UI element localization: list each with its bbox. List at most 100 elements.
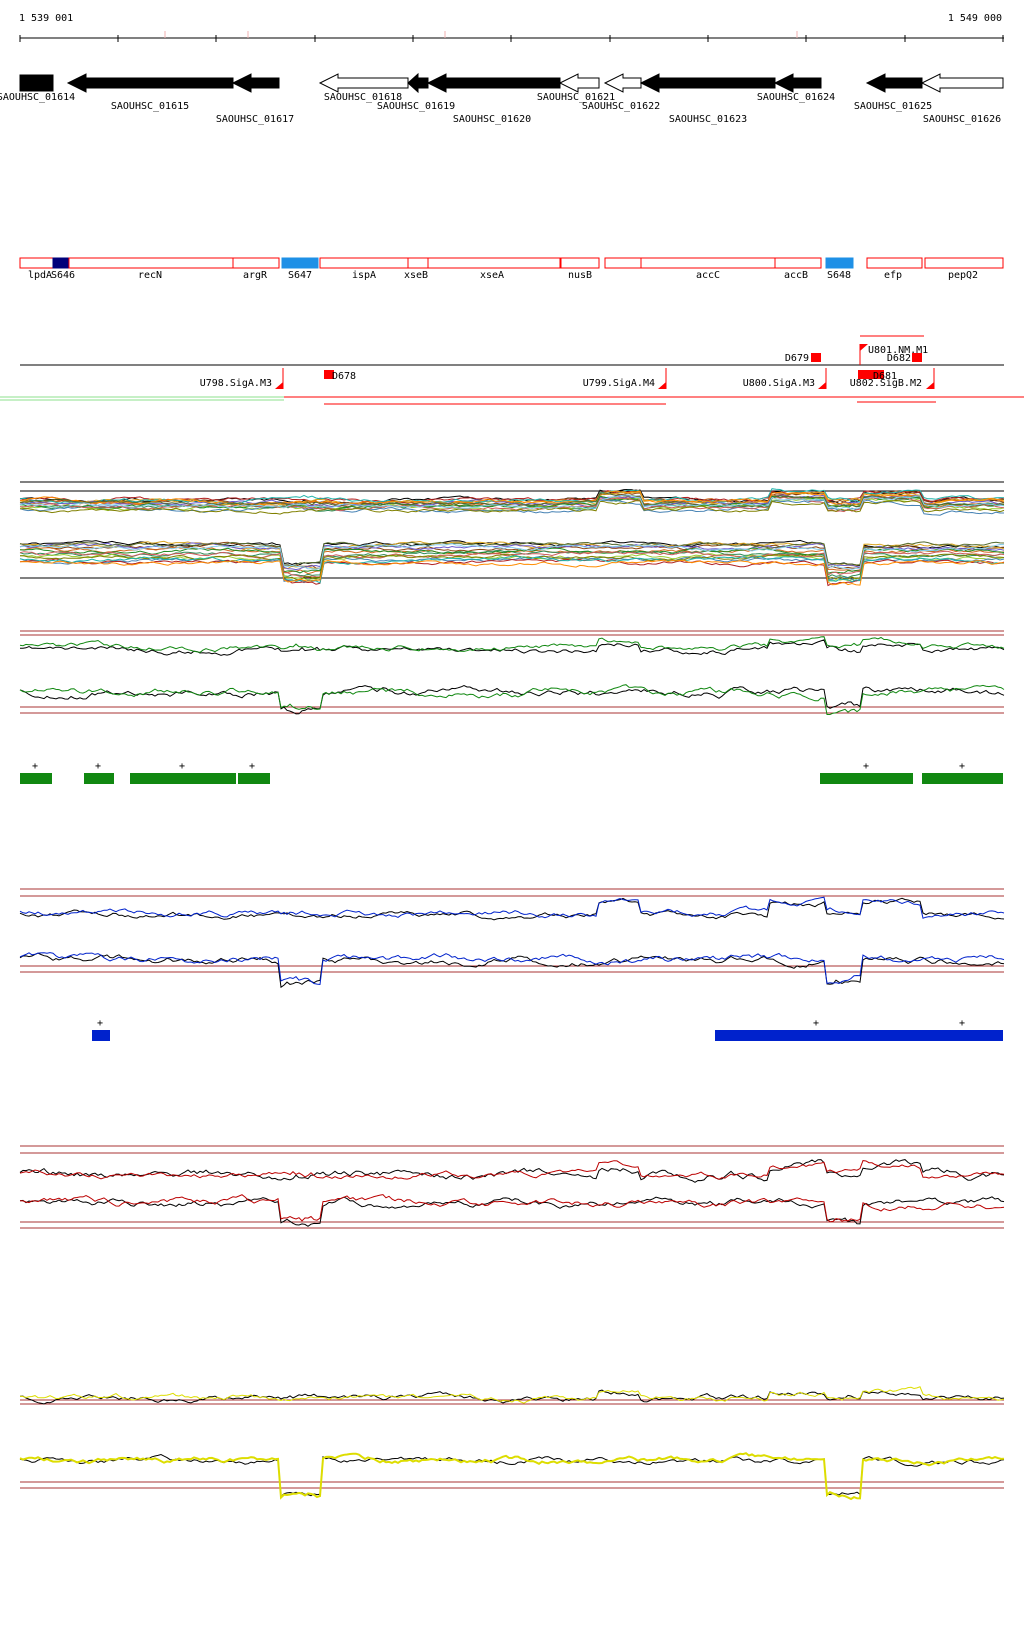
operon-recN[interactable]: recN bbox=[68, 257, 234, 281]
gene-arrow[interactable] bbox=[318, 73, 409, 93]
marker-box[interactable] bbox=[868, 370, 884, 379]
promoter-U802.SigB.M2[interactable]: U802.SigB.M2 bbox=[850, 368, 935, 389]
operon-S648[interactable]: S648 bbox=[825, 257, 854, 281]
segment-bar[interactable] bbox=[715, 1030, 930, 1041]
operon-box[interactable] bbox=[604, 257, 642, 269]
gene-g01617[interactable]: SAOUHSC_01617 bbox=[216, 73, 294, 125]
operon-xseB[interactable]: xseB bbox=[404, 257, 429, 281]
gene-arrow[interactable] bbox=[231, 73, 280, 93]
gene-g01615[interactable]: SAOUHSC_01615 bbox=[66, 73, 234, 112]
operon-box[interactable] bbox=[319, 257, 409, 269]
gene-g01621[interactable]: SAOUHSC_01621 bbox=[537, 73, 615, 103]
operon-accC[interactable]: accC bbox=[640, 257, 776, 281]
expression-trace bbox=[19, 550, 1005, 578]
gene-arrow[interactable] bbox=[66, 73, 234, 93]
operon-label: nusB bbox=[568, 270, 592, 281]
operon-lpdA[interactable]: lpdA bbox=[19, 257, 54, 281]
expression-trace bbox=[19, 541, 1005, 567]
operon-unnamed[interactable] bbox=[604, 257, 642, 269]
gene-g01625[interactable]: SAOUHSC_01625 bbox=[854, 73, 932, 112]
segment[interactable]: + bbox=[130, 761, 236, 784]
operon-box[interactable] bbox=[407, 257, 429, 269]
promoter-flag[interactable] bbox=[275, 382, 283, 389]
operon-box[interactable] bbox=[68, 257, 234, 269]
operon-box[interactable] bbox=[281, 257, 319, 269]
operon-accB[interactable]: accB bbox=[774, 257, 822, 281]
segment-bar[interactable] bbox=[922, 773, 1003, 784]
gene-arrow[interactable] bbox=[639, 73, 776, 93]
segment[interactable]: + bbox=[84, 761, 114, 784]
operon-box[interactable] bbox=[232, 257, 280, 269]
promoter-U800.SigA.M3[interactable]: U800.SigA.M3 bbox=[743, 368, 827, 389]
marker-box[interactable] bbox=[912, 353, 922, 362]
gene-g01624[interactable]: SAOUHSC_01624 bbox=[757, 73, 835, 103]
marker-D681[interactable]: D681 bbox=[858, 370, 897, 382]
segment[interactable]: + bbox=[715, 1018, 930, 1041]
promoter-flag[interactable] bbox=[818, 382, 826, 389]
gene-arrow[interactable] bbox=[426, 73, 561, 93]
segment-mark: + bbox=[32, 761, 38, 772]
expression-trace bbox=[19, 1452, 1005, 1501]
gene-g01623[interactable]: SAOUHSC_01623 bbox=[639, 73, 776, 125]
segment[interactable]: + bbox=[92, 1018, 110, 1041]
operon-box[interactable] bbox=[825, 257, 854, 269]
operon-box[interactable] bbox=[640, 257, 776, 269]
ruler bbox=[19, 31, 1004, 42]
operon-box[interactable] bbox=[866, 257, 923, 269]
operon-efp[interactable]: efp bbox=[866, 257, 923, 281]
segment[interactable]: + bbox=[930, 1018, 1003, 1041]
gene-arrow[interactable] bbox=[19, 74, 54, 92]
segment[interactable]: + bbox=[20, 761, 52, 784]
promoter-U801.NM.M1[interactable]: U801.NM.M1 bbox=[859, 344, 928, 365]
operon-argR[interactable]: argR bbox=[232, 257, 280, 281]
promoter-flag[interactable] bbox=[860, 344, 868, 351]
promoter-flag[interactable] bbox=[926, 382, 934, 389]
operon-box[interactable] bbox=[427, 257, 561, 269]
marker-box[interactable] bbox=[811, 353, 821, 362]
promoter-U799.SigA.M4[interactable]: U799.SigA.M4 bbox=[583, 368, 667, 389]
expression-trace bbox=[19, 553, 1005, 581]
gene-arrow[interactable] bbox=[865, 73, 923, 93]
segment[interactable]: + bbox=[820, 761, 913, 784]
segment[interactable]: + bbox=[238, 761, 270, 784]
segment-bar[interactable] bbox=[92, 1030, 110, 1041]
segment-bar[interactable] bbox=[84, 773, 114, 784]
segment-bar[interactable] bbox=[238, 773, 270, 784]
gene-arrow[interactable] bbox=[558, 73, 600, 93]
promoter-U798.SigA.M3[interactable]: U798.SigA.M3 bbox=[200, 368, 284, 389]
expression-trace bbox=[19, 491, 1005, 507]
segment-bar[interactable] bbox=[820, 773, 913, 784]
operon-box[interactable] bbox=[52, 257, 70, 269]
operon-ispA[interactable]: ispA bbox=[319, 257, 409, 281]
gene-g01614[interactable]: SAOUHSC_01614 bbox=[0, 74, 75, 103]
gene-g01626[interactable]: SAOUHSC_01626 bbox=[920, 73, 1004, 125]
operon-nusB[interactable]: nusB bbox=[560, 257, 600, 281]
gene-g01618[interactable]: SAOUHSC_01618 bbox=[318, 73, 409, 103]
operon-pepQ2[interactable]: pepQ2 bbox=[924, 257, 1004, 281]
green-expression-track bbox=[19, 630, 1005, 715]
operon-box[interactable] bbox=[774, 257, 822, 269]
operon-box[interactable] bbox=[19, 257, 54, 269]
segment-bar[interactable] bbox=[930, 1030, 1003, 1041]
expression-trace bbox=[19, 494, 1005, 510]
promoter-flag[interactable] bbox=[658, 382, 666, 389]
operon-box[interactable] bbox=[924, 257, 1004, 269]
marker-D679[interactable]: D679 bbox=[785, 353, 821, 364]
marker-box[interactable] bbox=[324, 370, 334, 379]
operon-xseA[interactable]: xseA bbox=[427, 257, 561, 281]
gene-arrow[interactable] bbox=[603, 73, 642, 93]
operon-box[interactable] bbox=[560, 257, 600, 269]
segment[interactable]: + bbox=[922, 761, 1003, 784]
expression-trace bbox=[19, 1160, 1005, 1180]
gene-arrow[interactable] bbox=[773, 73, 822, 93]
gene-arrow[interactable] bbox=[920, 73, 1004, 93]
marker-label: D679 bbox=[785, 353, 809, 364]
operon-S647[interactable]: S647 bbox=[281, 257, 319, 281]
marker-box[interactable] bbox=[858, 370, 868, 379]
segment-bar[interactable] bbox=[130, 773, 236, 784]
segment-bar[interactable] bbox=[20, 773, 52, 784]
marker-D682[interactable]: D682 bbox=[887, 353, 922, 364]
marker-D678[interactable]: D678 bbox=[324, 370, 356, 382]
gene-arrow[interactable] bbox=[407, 72, 429, 94]
